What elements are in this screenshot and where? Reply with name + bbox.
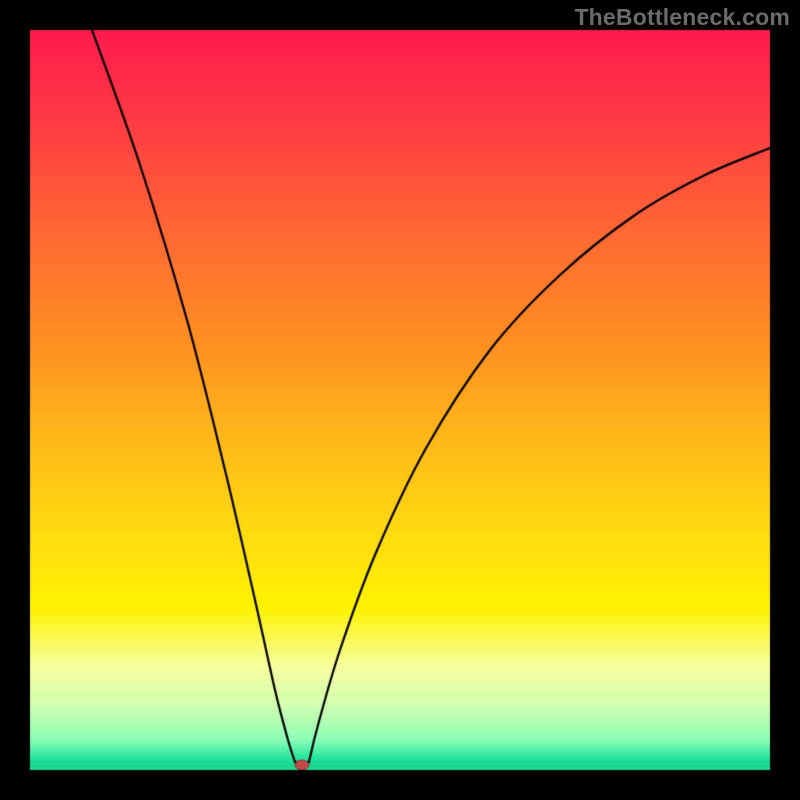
bottleneck-chart [0, 0, 800, 800]
watermark-text: TheBottleneck.com [574, 4, 790, 31]
